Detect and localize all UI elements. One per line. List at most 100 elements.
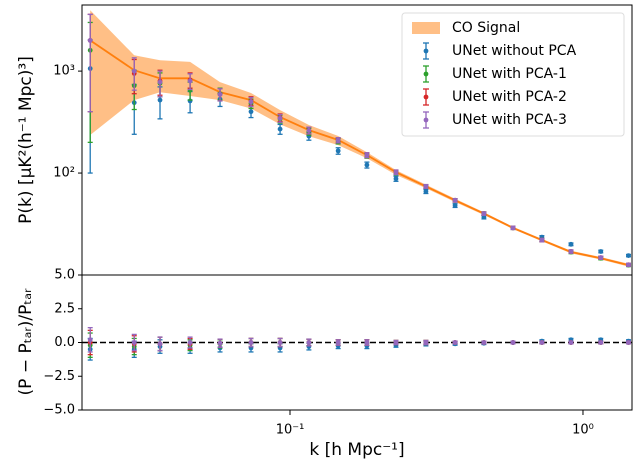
data-point [248, 340, 254, 345]
error-point [187, 73, 193, 91]
data-point [87, 38, 93, 43]
data-point [306, 340, 312, 345]
y-tick-label: 0.0 [54, 335, 75, 350]
error-point [598, 255, 604, 261]
y-tick-label: 10³ [53, 64, 75, 79]
error-point [452, 203, 458, 209]
error-point [335, 339, 341, 346]
data-point [364, 162, 370, 168]
error-point [539, 237, 545, 243]
y-tick-label: 2.5 [54, 301, 75, 316]
error-point [481, 340, 487, 345]
data-point [626, 253, 631, 258]
error-point [598, 340, 604, 345]
data-point [393, 169, 399, 175]
legend-label: UNet without PCA [452, 43, 577, 59]
y-tick-label: 10² [53, 166, 75, 181]
error-point [393, 169, 399, 176]
plot-frame [81, 274, 633, 411]
data-point [626, 340, 631, 345]
x-tick-label: 10⁰ [572, 423, 594, 438]
error-point [598, 249, 604, 254]
error-point [568, 241, 574, 247]
error-point [131, 57, 137, 91]
data-point [364, 340, 370, 345]
legend-swatch [423, 117, 429, 123]
data-point [217, 340, 223, 346]
error-point [625, 262, 631, 268]
data-point [217, 92, 223, 97]
error-point [568, 340, 574, 345]
error-point [423, 183, 429, 189]
data-point [423, 189, 429, 194]
error-point [364, 161, 370, 169]
data-point [248, 99, 254, 105]
data-point [335, 148, 341, 154]
error-point [335, 137, 341, 144]
data-point [452, 203, 458, 208]
data-point [481, 211, 487, 217]
data-point [131, 340, 137, 345]
y-axis-label: (P − Pₜₐᵣ)/Pₜₐᵣ [16, 288, 36, 396]
legend-swatch [412, 22, 440, 34]
data-point [393, 176, 399, 182]
error-point [306, 126, 312, 135]
error-point [217, 338, 223, 348]
error-point [248, 337, 254, 348]
legend-swatch [423, 48, 429, 54]
error-point [277, 337, 283, 348]
error-point [277, 113, 283, 123]
error-point [423, 188, 429, 195]
data-point [187, 340, 193, 345]
data-point [423, 183, 429, 189]
data-point [568, 340, 574, 345]
error-point [481, 211, 487, 217]
data-point [364, 152, 370, 158]
error-point [452, 197, 458, 203]
error-point [423, 339, 429, 346]
data-point [157, 79, 163, 85]
error-point [306, 338, 312, 347]
x-axis-label: k [h Mpc⁻¹] [309, 440, 404, 460]
error-point [335, 147, 341, 155]
data-point [306, 128, 312, 133]
data-point [626, 262, 631, 268]
data-point [131, 68, 137, 74]
error-point [277, 123, 283, 135]
legend-box [401, 12, 625, 137]
error-point [217, 88, 223, 102]
y-tick-label: 5.0 [54, 268, 75, 283]
data-point [277, 126, 283, 132]
legend-swatch [423, 71, 429, 77]
data-point [187, 78, 193, 84]
error-point [131, 333, 137, 352]
error-point [364, 339, 370, 346]
error-point [510, 340, 516, 345]
data-point [598, 249, 604, 254]
data-point [568, 241, 574, 247]
data-point [510, 340, 516, 345]
data-point [598, 340, 604, 345]
data-point [87, 337, 93, 343]
data-point [423, 340, 429, 345]
data-point [277, 115, 283, 121]
data-point [277, 340, 283, 345]
legend-label: UNet with PCA-1 [452, 66, 567, 82]
error-point [157, 336, 163, 352]
y-tick-label: −5.0 [43, 403, 75, 418]
error-point [87, 326, 93, 353]
data-point [452, 340, 458, 345]
error-point [568, 249, 574, 254]
data-point [510, 225, 516, 231]
legend-label: CO Signal [452, 20, 520, 36]
data-point [393, 340, 399, 345]
error-point [625, 340, 631, 345]
data-point [335, 137, 341, 143]
error-point [157, 70, 163, 98]
error-point [393, 339, 399, 346]
x-tick-label: 10⁻¹ [276, 423, 305, 438]
error-point [393, 175, 399, 182]
error-point [452, 340, 458, 345]
error-point [87, 13, 93, 113]
